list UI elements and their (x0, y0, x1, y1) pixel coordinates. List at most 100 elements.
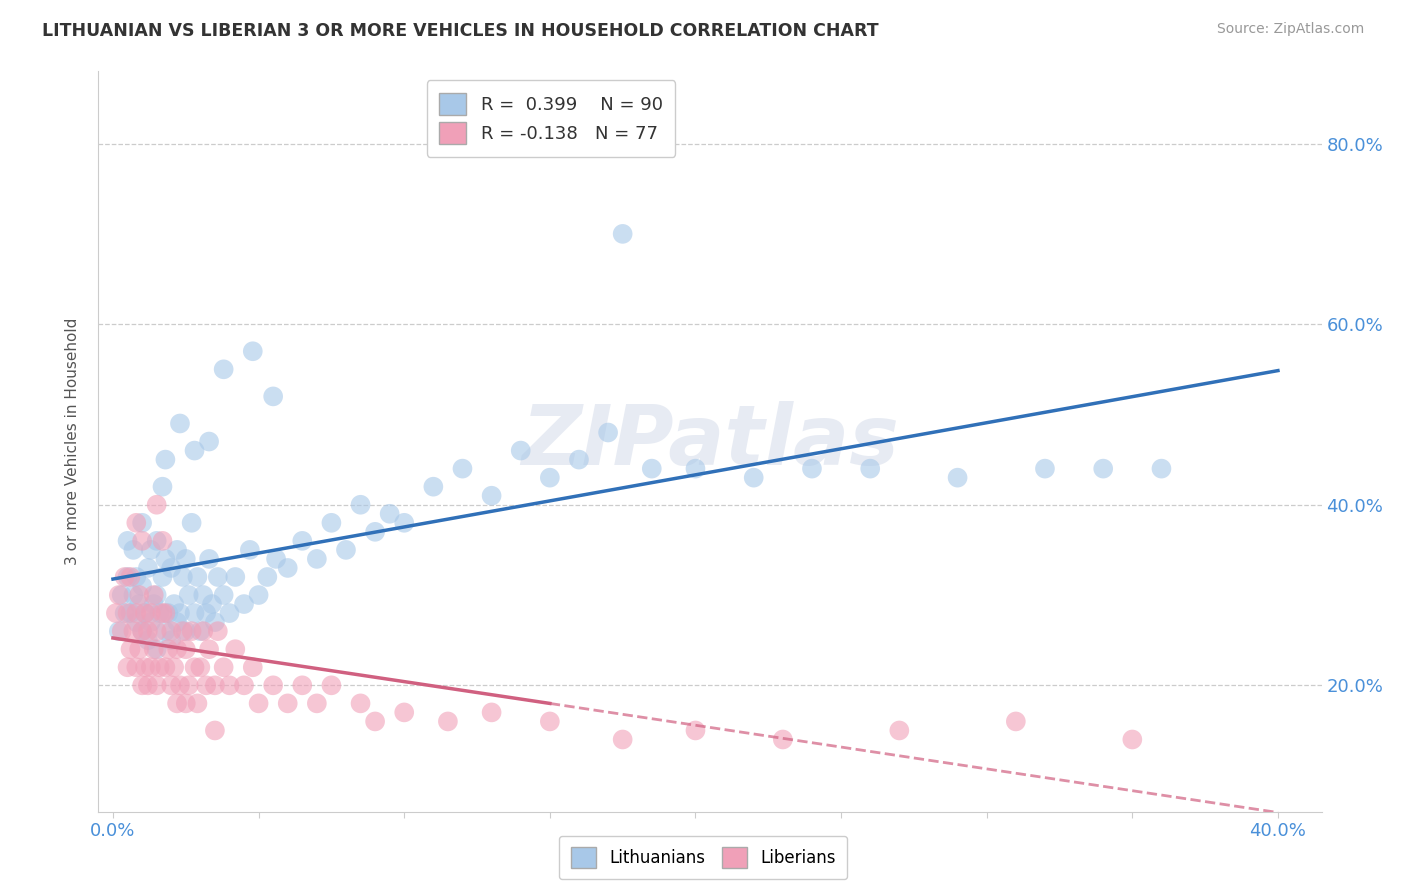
Point (198, 434, 221, 449)
Point (224, 642, 246, 657)
Point (152, 533, 174, 548)
Point (125, 606, 148, 620)
Point (305, 697, 328, 711)
Point (169, 606, 191, 620)
Point (321, 678, 343, 692)
Point (117, 660, 139, 674)
Point (155, 452, 177, 467)
Point (174, 697, 197, 711)
Point (212, 362, 235, 376)
Point (394, 516, 416, 530)
Point (349, 498, 371, 512)
Text: LITHUANIAN VS LIBERIAN 3 OR MORE VEHICLES IN HOUSEHOLD CORRELATION CHART: LITHUANIAN VS LIBERIAN 3 OR MORE VEHICLE… (42, 22, 879, 40)
Point (177, 678, 200, 692)
Point (142, 642, 165, 657)
Point (122, 542, 145, 557)
Point (174, 624, 197, 639)
Point (180, 516, 202, 530)
Point (155, 624, 177, 639)
Point (186, 570, 208, 584)
Point (204, 678, 226, 692)
Point (142, 588, 165, 602)
Point (163, 660, 186, 674)
Point (277, 697, 299, 711)
Point (394, 706, 416, 720)
Point (242, 660, 264, 674)
Point (212, 588, 235, 602)
Point (128, 597, 150, 611)
Point (198, 552, 221, 566)
Point (481, 489, 503, 503)
Point (122, 588, 145, 602)
Point (262, 389, 284, 403)
Point (685, 723, 707, 738)
Point (145, 533, 167, 548)
Point (111, 624, 134, 639)
Point (166, 615, 188, 629)
Point (157, 606, 180, 620)
Point (509, 443, 531, 458)
Point (149, 660, 172, 674)
Point (1150, 461, 1173, 475)
Point (172, 624, 194, 639)
Point (114, 606, 136, 620)
Legend: R =  0.399    N = 90, R = -0.138   N = 77: R = 0.399 N = 90, R = -0.138 N = 77 (426, 80, 675, 157)
Point (193, 588, 215, 602)
Point (218, 606, 240, 620)
Point (264, 552, 287, 566)
Point (291, 678, 314, 692)
Point (117, 570, 139, 584)
Point (149, 606, 172, 620)
Point (169, 678, 191, 692)
Point (177, 588, 200, 602)
Point (172, 570, 194, 584)
Point (136, 678, 159, 692)
Point (772, 732, 794, 747)
Point (1033, 461, 1056, 475)
Point (169, 417, 191, 431)
Point (247, 697, 270, 711)
Point (145, 588, 167, 602)
Point (131, 516, 153, 530)
Point (364, 524, 387, 539)
Point (142, 597, 165, 611)
Point (136, 561, 159, 575)
Point (157, 642, 180, 657)
Point (166, 642, 188, 657)
Point (946, 470, 969, 484)
Point (183, 660, 205, 674)
Point (247, 588, 270, 602)
Point (180, 624, 202, 639)
Point (195, 678, 218, 692)
Point (195, 606, 218, 620)
Point (166, 697, 188, 711)
Point (120, 606, 142, 620)
Point (201, 597, 224, 611)
Point (117, 533, 139, 548)
Y-axis label: 3 or more Vehicles in Household: 3 or more Vehicles in Household (65, 318, 80, 566)
Point (859, 461, 882, 475)
Point (108, 588, 131, 602)
Point (125, 660, 148, 674)
Point (122, 624, 145, 639)
Point (145, 678, 167, 692)
Point (335, 542, 357, 557)
Point (233, 678, 256, 692)
Point (152, 480, 174, 494)
Point (198, 642, 221, 657)
Point (136, 633, 159, 648)
Point (108, 624, 131, 639)
Point (1092, 461, 1115, 475)
Point (364, 714, 387, 729)
Point (155, 552, 177, 566)
Point (378, 507, 401, 521)
Point (1121, 732, 1143, 747)
Point (612, 227, 634, 241)
Point (451, 461, 474, 475)
Point (1004, 714, 1026, 729)
Point (131, 624, 153, 639)
Point (117, 606, 139, 620)
Point (174, 642, 197, 657)
Point (685, 461, 707, 475)
Point (155, 660, 177, 674)
